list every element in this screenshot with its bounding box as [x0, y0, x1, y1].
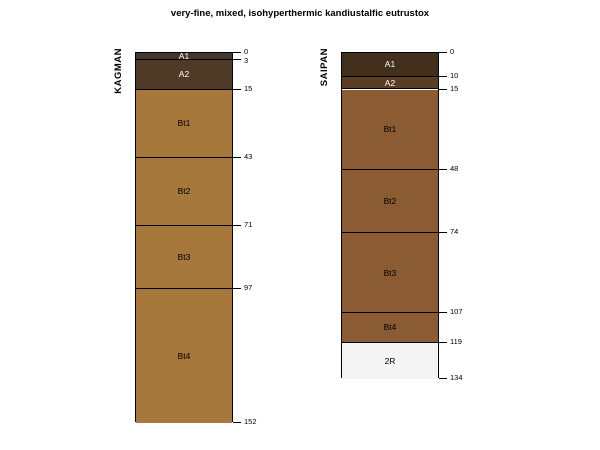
horizon-label: Bt4 — [383, 322, 397, 333]
depth-tick — [439, 342, 447, 343]
depth-tick-label: 3 — [244, 56, 249, 65]
depth-tick-label: 74 — [450, 227, 459, 236]
depth-tick — [439, 52, 447, 53]
depth-tick — [439, 76, 447, 77]
horizon-label: A2 — [384, 77, 396, 88]
profile-column: A1 A2 Bt1 Bt2 Bt3 Bt4 2R — [341, 52, 439, 380]
depth-tick — [233, 157, 241, 158]
depth-tick-label: 0 — [244, 47, 249, 56]
depth-tick — [233, 89, 241, 90]
horizon-label: A1 — [178, 50, 190, 61]
profile-name: SAIPAN — [319, 48, 330, 87]
horizon-label: Bt2 — [177, 185, 191, 196]
depth-tick-label: 0 — [450, 47, 455, 56]
horizon-segment: Bt3 — [136, 225, 232, 290]
depth-tick-label: 97 — [244, 283, 253, 292]
horizon-segment: A1 — [136, 50, 232, 61]
horizon-segment: Bt2 — [342, 169, 438, 234]
horizon-label: A2 — [178, 69, 190, 80]
horizon-label: Bt2 — [383, 195, 397, 206]
depth-tick-label: 15 — [450, 84, 459, 93]
horizon-segment: Bt1 — [342, 89, 438, 170]
horizon-segment: 2R — [342, 342, 438, 380]
horizon-label: A1 — [384, 59, 396, 70]
depth-tick-label: 43 — [244, 152, 253, 161]
horizon-label: 2R — [384, 355, 396, 366]
depth-tick — [233, 422, 241, 423]
depth-tick-label: 152 — [244, 417, 257, 426]
depth-tick-label: 48 — [450, 164, 459, 173]
horizon-segment: Bt3 — [342, 233, 438, 314]
depth-tick — [233, 288, 241, 289]
depth-tick — [439, 89, 447, 90]
depth-tick — [233, 52, 241, 53]
profile-name: KAGMAN — [113, 48, 124, 94]
depth-tick — [439, 378, 447, 379]
horizon-segment: A2 — [342, 77, 438, 90]
depth-tick-label: 15 — [244, 84, 253, 93]
depth-tick-label: 134 — [450, 373, 463, 382]
depth-tick — [439, 232, 447, 233]
horizon-segment: Bt4 — [342, 313, 438, 343]
depth-tick — [439, 312, 447, 313]
depth-tick — [233, 59, 241, 60]
depth-tick-label: 71 — [244, 220, 253, 229]
horizon-label: Bt3 — [177, 251, 191, 262]
profile-column: A1 A2 Bt1 Bt2 Bt3 Bt4 — [135, 50, 233, 423]
depth-tick — [439, 169, 447, 170]
horizon-label: Bt1 — [177, 117, 191, 128]
horizon-label: Bt1 — [383, 123, 397, 134]
depth-tick-label: 119 — [450, 337, 462, 346]
depth-tick-label: 107 — [450, 307, 463, 316]
horizon-segment: Bt1 — [136, 89, 232, 158]
horizon-label: Bt3 — [383, 267, 397, 278]
depth-tick-label: 10 — [450, 71, 459, 80]
horizon-segment: A1 — [342, 53, 438, 78]
chart-title: very-fine, mixed, isohyperthermic kandiu… — [170, 8, 430, 19]
horizon-segment: Bt2 — [136, 157, 232, 226]
depth-tick — [233, 225, 241, 226]
horizon-label: Bt4 — [177, 350, 191, 361]
horizon-segment: A2 — [136, 60, 232, 90]
horizon-segment: Bt4 — [136, 289, 232, 423]
